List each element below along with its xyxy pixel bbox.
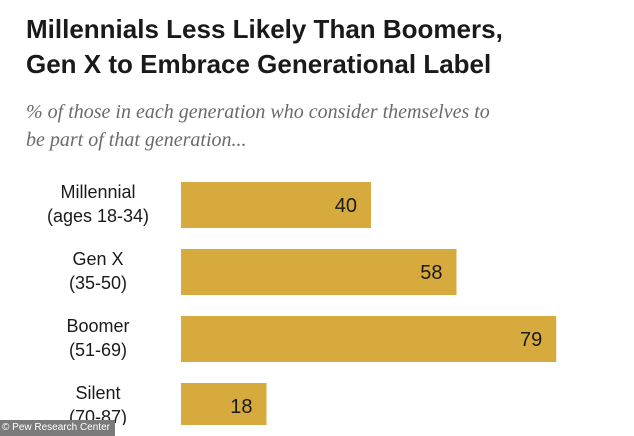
bar xyxy=(181,316,557,362)
category-label: Millennial xyxy=(60,182,135,202)
bar xyxy=(181,182,371,228)
chart-subtitle-line-1: % of those in each generation who consid… xyxy=(26,101,490,123)
category-label: (ages 18-34) xyxy=(47,206,149,226)
category-label: Silent xyxy=(75,383,120,403)
bar-value-label: 58 xyxy=(420,262,442,284)
chart-title-line-1: Millennials Less Likely Than Boomers, xyxy=(26,14,503,44)
chart-title: Millennials Less Likely Than Boomers, Ge… xyxy=(26,12,616,82)
chart-subtitle-line-2: be part of that generation... xyxy=(26,129,247,151)
bar-chart: 40 Millennial (ages 18-34) 58 Gen X (35-50) 79… xyxy=(47,182,557,425)
chart-subtitle: % of those in each generation who consid… xyxy=(26,98,616,154)
bar-value-label: 18 xyxy=(230,396,252,418)
bar xyxy=(181,249,457,295)
bar-value-label: 40 xyxy=(335,195,357,217)
chart-title-line-2: Gen X to Embrace Generational Label xyxy=(26,49,492,79)
category-label: Gen X xyxy=(72,249,123,269)
bar-value-label: 79 xyxy=(520,329,542,351)
category-label: (35-50) xyxy=(69,273,127,293)
source-credit: © Pew Research Center xyxy=(0,420,115,436)
category-label: Boomer xyxy=(66,316,129,336)
category-label: (51-69) xyxy=(69,340,127,360)
bar xyxy=(181,383,267,425)
